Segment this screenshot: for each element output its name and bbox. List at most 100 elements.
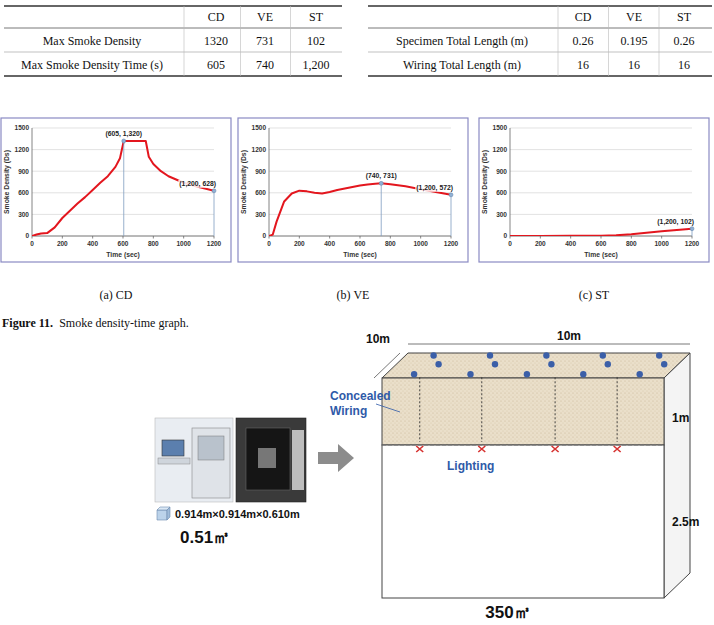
table-cell: 1320: [204, 34, 228, 48]
column-head: CD: [208, 10, 225, 24]
junction-dot: [661, 361, 667, 367]
row-label: Specimen Total Length (m): [396, 34, 528, 48]
annotation-label: (740, 731): [366, 172, 397, 180]
table-rule: [4, 5, 342, 6]
chamber-dimensions: 0.914m×0.914m×0.610m: [175, 508, 300, 520]
grid-line: [269, 149, 451, 150]
panel-frame: [238, 118, 468, 262]
x-tick-label: 400: [324, 240, 335, 247]
table-separator: [290, 6, 291, 76]
x-tick-label: 1000: [654, 240, 669, 247]
y-axis: [269, 128, 270, 236]
table-cell: 740: [256, 58, 274, 72]
y-tick-label: 600: [496, 189, 507, 196]
junction-dot: [548, 361, 554, 367]
grid-line: [32, 192, 214, 193]
table-cell: 731: [256, 34, 274, 48]
table-cell: 16: [678, 58, 690, 72]
panel-frame: [1, 118, 231, 262]
x-axis: [32, 236, 214, 237]
y-tick-label: 1500: [252, 124, 267, 131]
figure-text: Smoke density-time graph.: [59, 316, 189, 330]
panel-caption: (a) CD: [100, 288, 133, 302]
table-cell: 102: [307, 34, 325, 48]
chamber-photo: [236, 418, 306, 502]
table-separator: [240, 6, 241, 76]
wiring-label-line: Concealed: [330, 389, 391, 403]
x-tick-label: 0: [267, 240, 271, 247]
grid-line: [32, 214, 214, 215]
x-tick-label: 1200: [207, 240, 222, 247]
x-tick-label: 800: [148, 240, 159, 247]
x-tick-label: 1000: [176, 240, 191, 247]
table-rule: [4, 28, 342, 29]
x-axis-title: Time (sec): [106, 251, 140, 259]
grid-line: [269, 214, 451, 215]
x-tick-label: 0: [508, 240, 512, 247]
junction-dot: [524, 371, 530, 377]
wiring-label-line: Wiring: [330, 404, 367, 418]
junction-dot: [430, 352, 436, 358]
y-tick-label: 900: [255, 168, 266, 175]
top-face: [382, 353, 690, 378]
y-tick-label: 0: [25, 232, 29, 239]
data-line: [510, 229, 692, 236]
x-tick-label: 800: [626, 240, 637, 247]
y-tick-label: 900: [496, 168, 507, 175]
column-head: ST: [309, 10, 324, 24]
chart-panel: 030060090012001500020040060080010001200T…: [238, 118, 468, 262]
keyboard: [158, 458, 190, 464]
label-patch: [365, 172, 398, 180]
grid-line: [32, 171, 214, 172]
grid-line: [32, 128, 214, 129]
row-label: Wiring Total Length (m): [403, 58, 521, 72]
y-axis: [510, 128, 511, 236]
column-head: ST: [677, 10, 692, 24]
figure-caption: Figure 11. Smoke density-time graph.: [2, 316, 189, 330]
label-patch: [415, 184, 454, 192]
y-tick-label: 300: [18, 211, 29, 218]
y-tick-label: 1200: [493, 146, 508, 153]
lighting-mark: [416, 446, 423, 452]
ceiling-height: 1m: [672, 411, 689, 425]
label-patch: [178, 180, 217, 188]
lighting-mark: [552, 446, 559, 452]
junction-dot: [411, 371, 417, 377]
y-tick-label: 300: [255, 211, 266, 218]
monitor: [162, 440, 184, 456]
wiring-line: [419, 377, 420, 442]
page: CDVESTMax Smoke Density1320731102Max Smo…: [0, 0, 714, 625]
room-depth: 10m: [366, 332, 390, 346]
grid-line: [510, 149, 692, 150]
table-cell: 16: [577, 58, 589, 72]
column-head: VE: [626, 10, 642, 24]
x-tick-label: 1200: [685, 240, 700, 247]
cube-icon: [157, 507, 170, 520]
chamber-holder: [258, 448, 276, 468]
y-tick-label: 0: [503, 232, 507, 239]
table-cell: 1,200: [303, 58, 330, 72]
annotation-marker: [449, 193, 453, 197]
cube-front: [157, 510, 167, 520]
cabinet: [192, 428, 230, 498]
y-tick-label: 1500: [493, 124, 508, 131]
wiring-leader: [376, 404, 400, 412]
grid-line: [510, 171, 692, 172]
table-rule: [368, 75, 712, 76]
table-separator: [659, 6, 660, 76]
x-tick-label: 400: [87, 240, 98, 247]
table-cell: 0.26: [674, 34, 695, 48]
x-tick-label: 600: [118, 240, 129, 247]
x-tick-label: 1000: [413, 240, 428, 247]
junction-dot: [487, 352, 493, 358]
table: CDVESTMax Smoke Density1320731102Max Smo…: [4, 6, 342, 76]
ceiling-space: [382, 378, 664, 445]
table: CDVESTSpecimen Total Length (m)0.260.195…: [368, 6, 712, 76]
table-cell: 0.26: [573, 34, 594, 48]
y-tick-label: 900: [18, 168, 29, 175]
grid-line: [269, 171, 451, 172]
figure-number: Figure 11.: [2, 316, 53, 330]
grid-line: [269, 128, 451, 129]
junction-dot: [605, 361, 611, 367]
y-tick-label: 1200: [15, 146, 30, 153]
